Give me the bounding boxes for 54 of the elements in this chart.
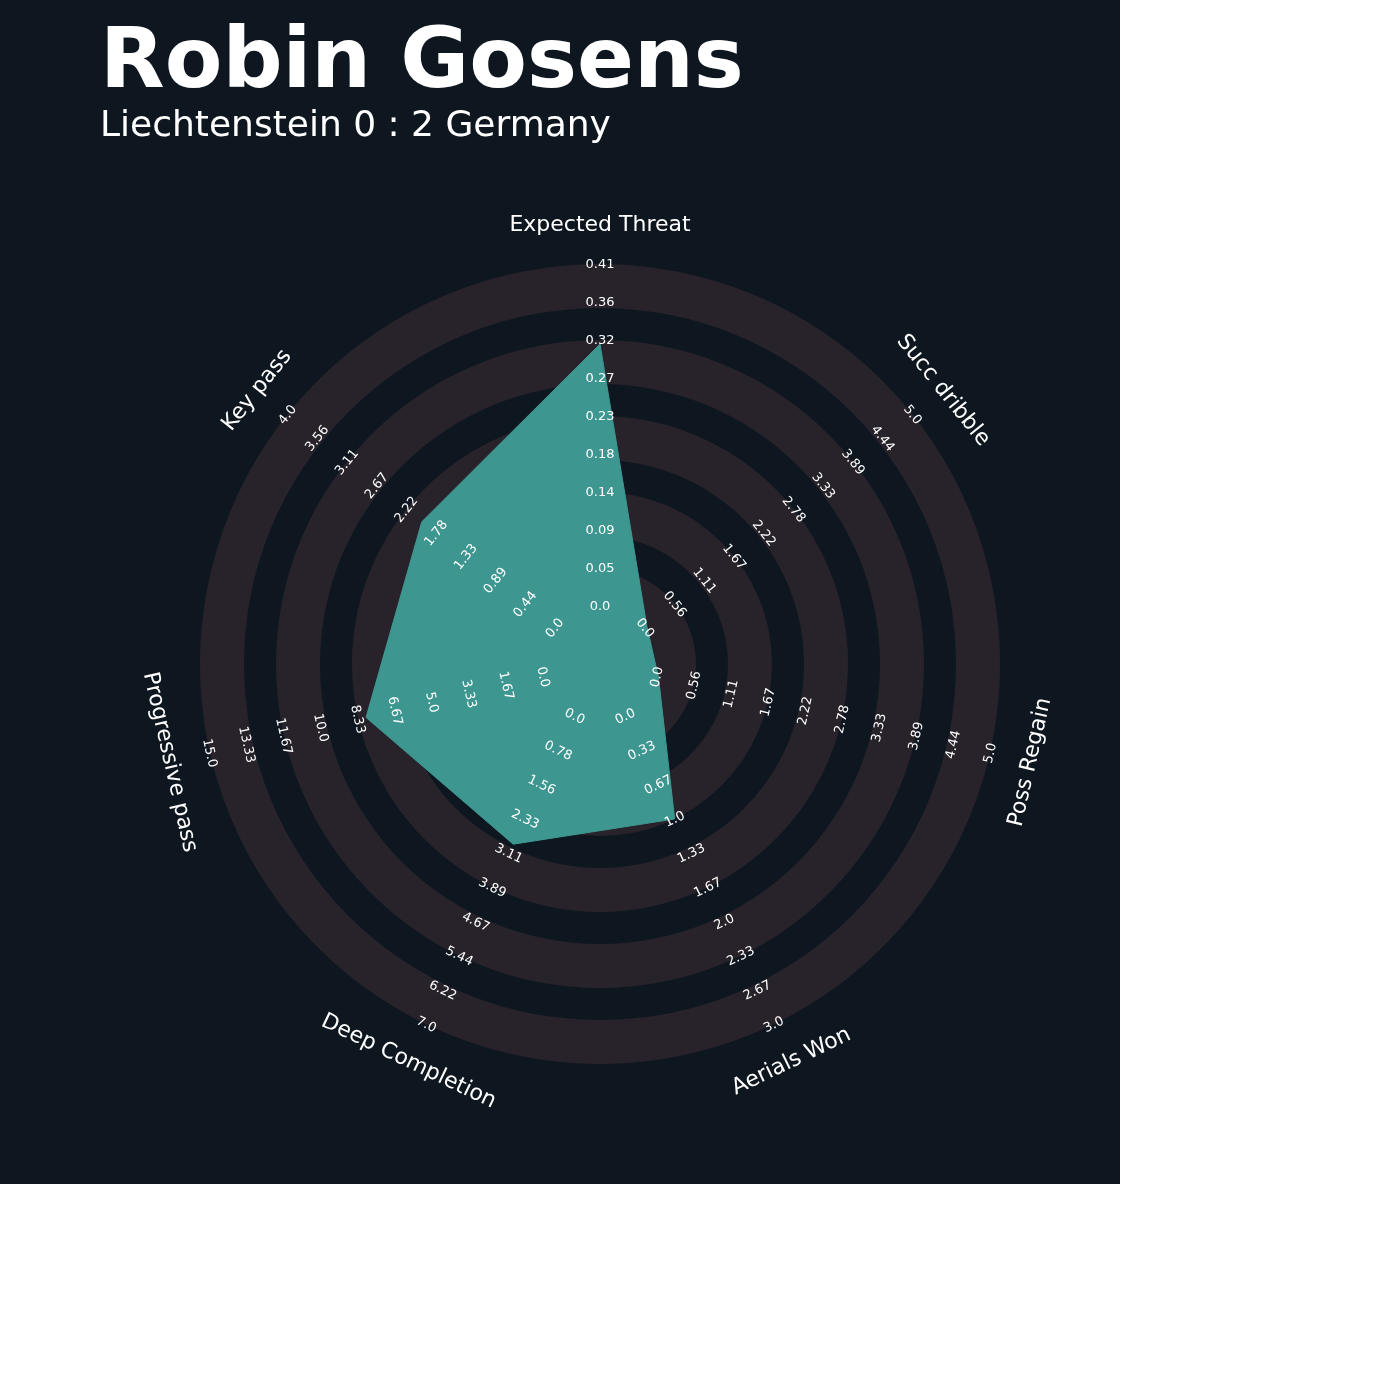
text: 2.67 <box>740 976 774 1003</box>
text: 1.56 <box>525 771 559 798</box>
text: 0.0 <box>612 704 638 728</box>
text: 1.0 <box>661 807 687 830</box>
text: 6.22 <box>426 976 460 1003</box>
text: 0.18 <box>585 446 615 461</box>
text: 0.56 <box>682 669 704 702</box>
text: 11.67 <box>273 716 297 756</box>
text: 3.0 <box>760 1012 786 1036</box>
text: 0.0 <box>646 665 666 689</box>
text: 0.32 <box>585 332 615 347</box>
text: 3.11 <box>492 839 526 866</box>
text: 0.0 <box>562 704 588 728</box>
text: 5.0 <box>423 690 443 714</box>
text: 0.14 <box>585 484 615 499</box>
text: 1.33 <box>674 839 708 866</box>
text: 5.0 <box>900 401 926 428</box>
text: 4.67 <box>459 908 493 935</box>
text: 0.67 <box>641 771 675 798</box>
text: 1.67 <box>691 873 724 901</box>
text: 5.44 <box>443 942 476 969</box>
text: 2.22 <box>793 694 815 727</box>
text: 8.33 <box>348 703 370 735</box>
text: 6.67 <box>385 694 407 727</box>
text: 2.33 <box>724 942 757 969</box>
text: 3.33 <box>459 677 481 710</box>
text: 0.0 <box>589 598 611 613</box>
spoke-label: Expected Threat <box>509 211 691 236</box>
text: 4.44 <box>941 728 963 761</box>
text: 3.89 <box>904 720 926 752</box>
text: 0.0 <box>541 614 567 641</box>
text: 0.41 <box>585 256 615 271</box>
text: 0.05 <box>585 560 615 575</box>
text: 0.09 <box>585 522 615 537</box>
text: 13.33 <box>236 724 260 765</box>
text: 1.11 <box>719 677 741 710</box>
text: 0.0 <box>534 665 554 689</box>
text: 15.0 <box>199 737 222 769</box>
text: 1.67 <box>756 686 778 718</box>
text: 3.33 <box>867 711 889 744</box>
text: 2.0 <box>711 909 737 933</box>
spoke-label: Poss Regain <box>1001 695 1056 829</box>
text: 0.78 <box>542 737 575 764</box>
text: 4.0 <box>274 401 300 428</box>
text: 0.36 <box>585 294 615 309</box>
text: 10.0 <box>311 711 333 744</box>
text: 0.0 <box>633 614 659 641</box>
text: 1.67 <box>496 669 518 702</box>
text: 2.78 <box>830 703 852 735</box>
text: 7.0 <box>414 1012 440 1036</box>
text: 2.33 <box>509 805 542 832</box>
text: 0.33 <box>625 737 658 764</box>
text: 3.89 <box>476 873 509 901</box>
text: 5.0 <box>979 741 1000 765</box>
